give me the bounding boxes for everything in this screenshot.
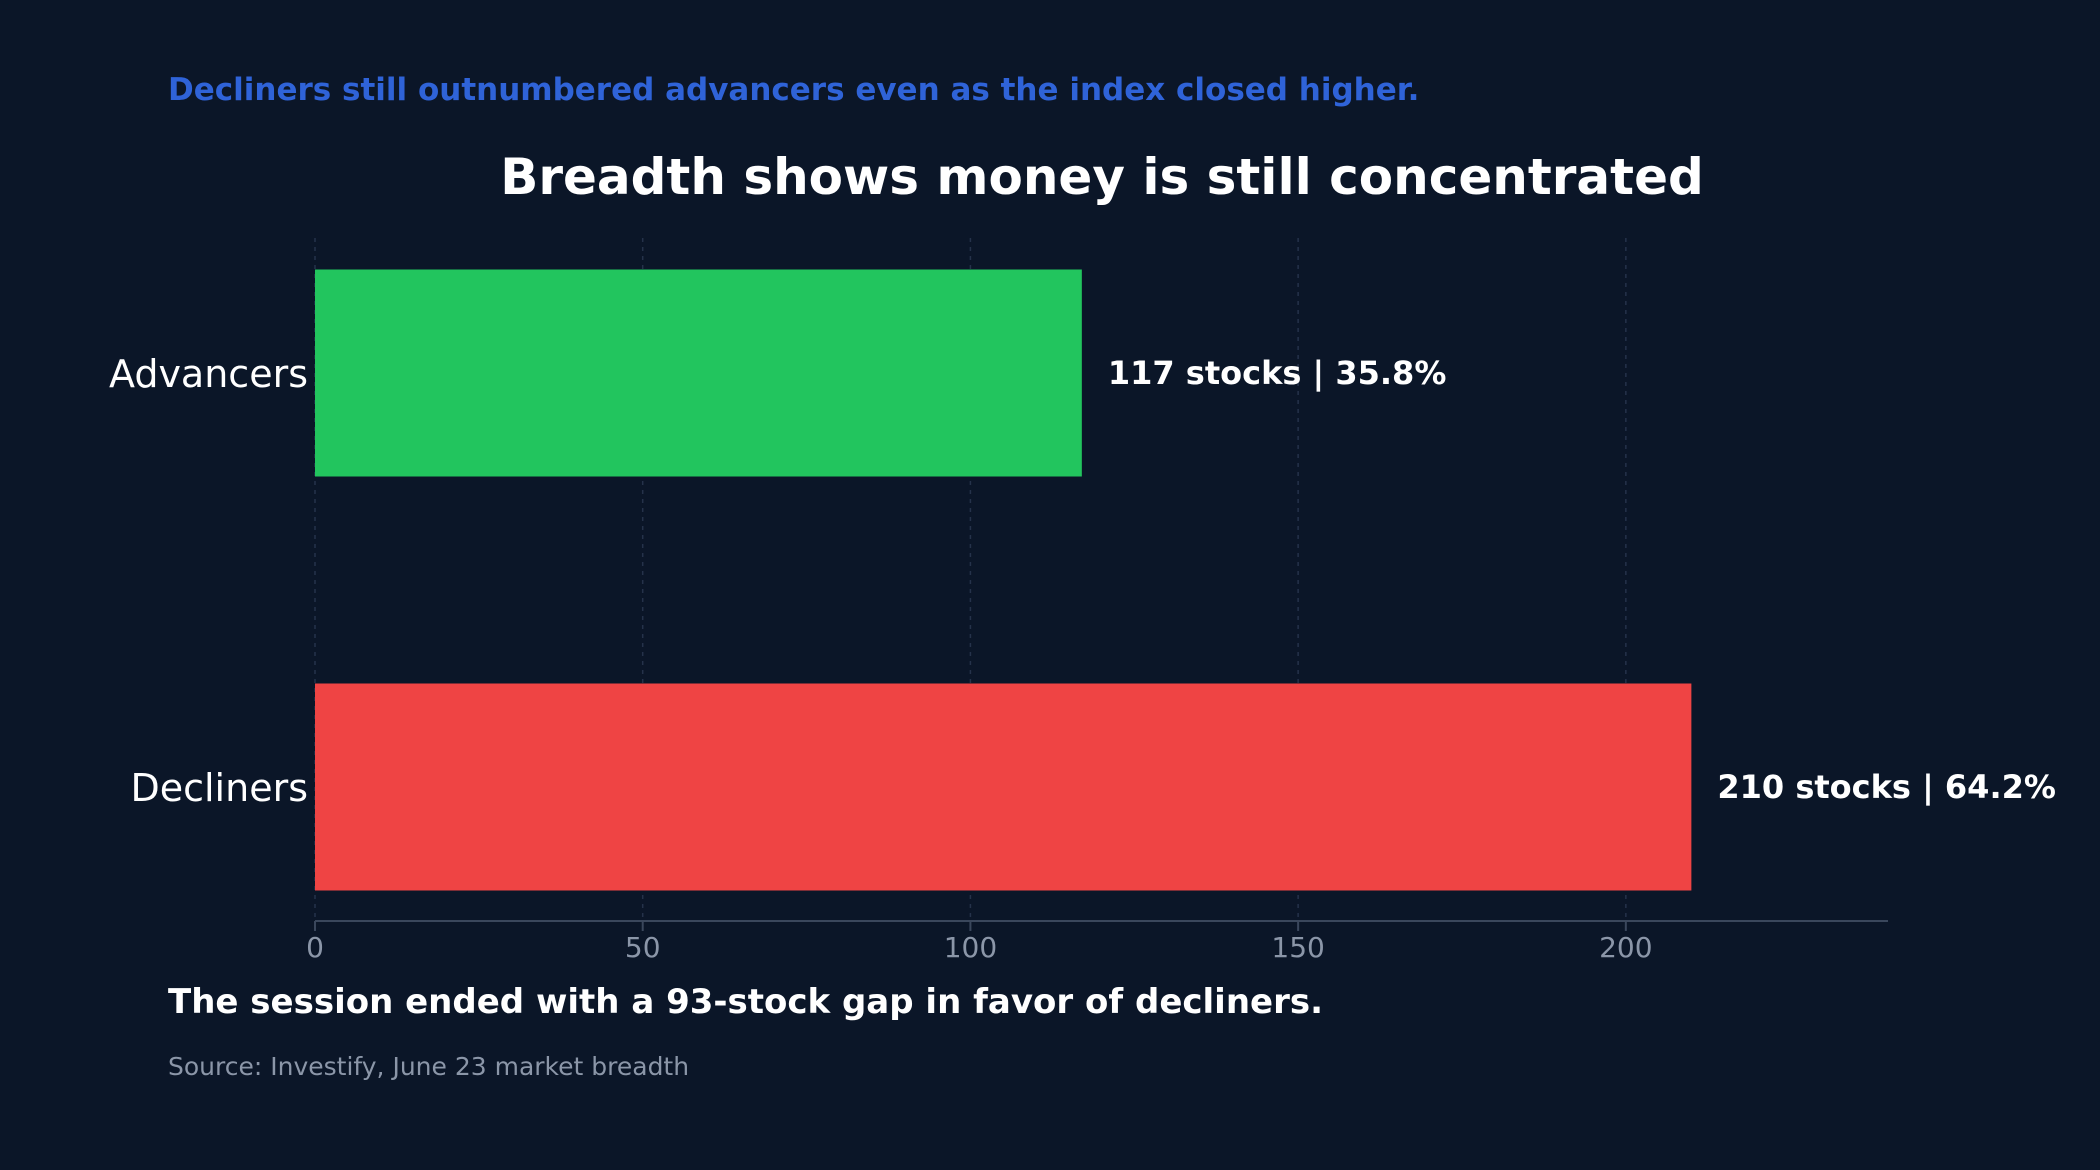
x-axis: 0 50 100 150 200 (306, 920, 1888, 964)
category-label: Advancers (109, 352, 308, 396)
x-tick-label: 100 (944, 931, 997, 964)
chart-source: Source: Investify, June 23 market breadt… (168, 1052, 690, 1081)
chart-subtitle: Decliners still outnumbered advancers ev… (168, 72, 1420, 108)
category-label: Decliners (130, 766, 308, 810)
data-label: 210 stocks | 64.2% (1717, 768, 2056, 807)
chart-title: Breadth shows money is still concentrate… (500, 148, 1704, 206)
x-tick-label: 50 (625, 931, 661, 964)
x-tick-label: 0 (306, 931, 324, 964)
bar-advancers (315, 269, 1082, 477)
data-label: 117 stocks | 35.8% (1108, 354, 1447, 393)
labels: Advancers 117 stocks | 35.8% Decliners 210 … (109, 352, 2056, 810)
x-tick-label: 150 (1271, 931, 1324, 964)
bars (315, 269, 1692, 891)
bar-decliners (315, 683, 1692, 891)
chart-footnote: The session ended with a 93-stock gap in… (168, 982, 1324, 1022)
x-tick-label: 200 (1599, 931, 1652, 964)
